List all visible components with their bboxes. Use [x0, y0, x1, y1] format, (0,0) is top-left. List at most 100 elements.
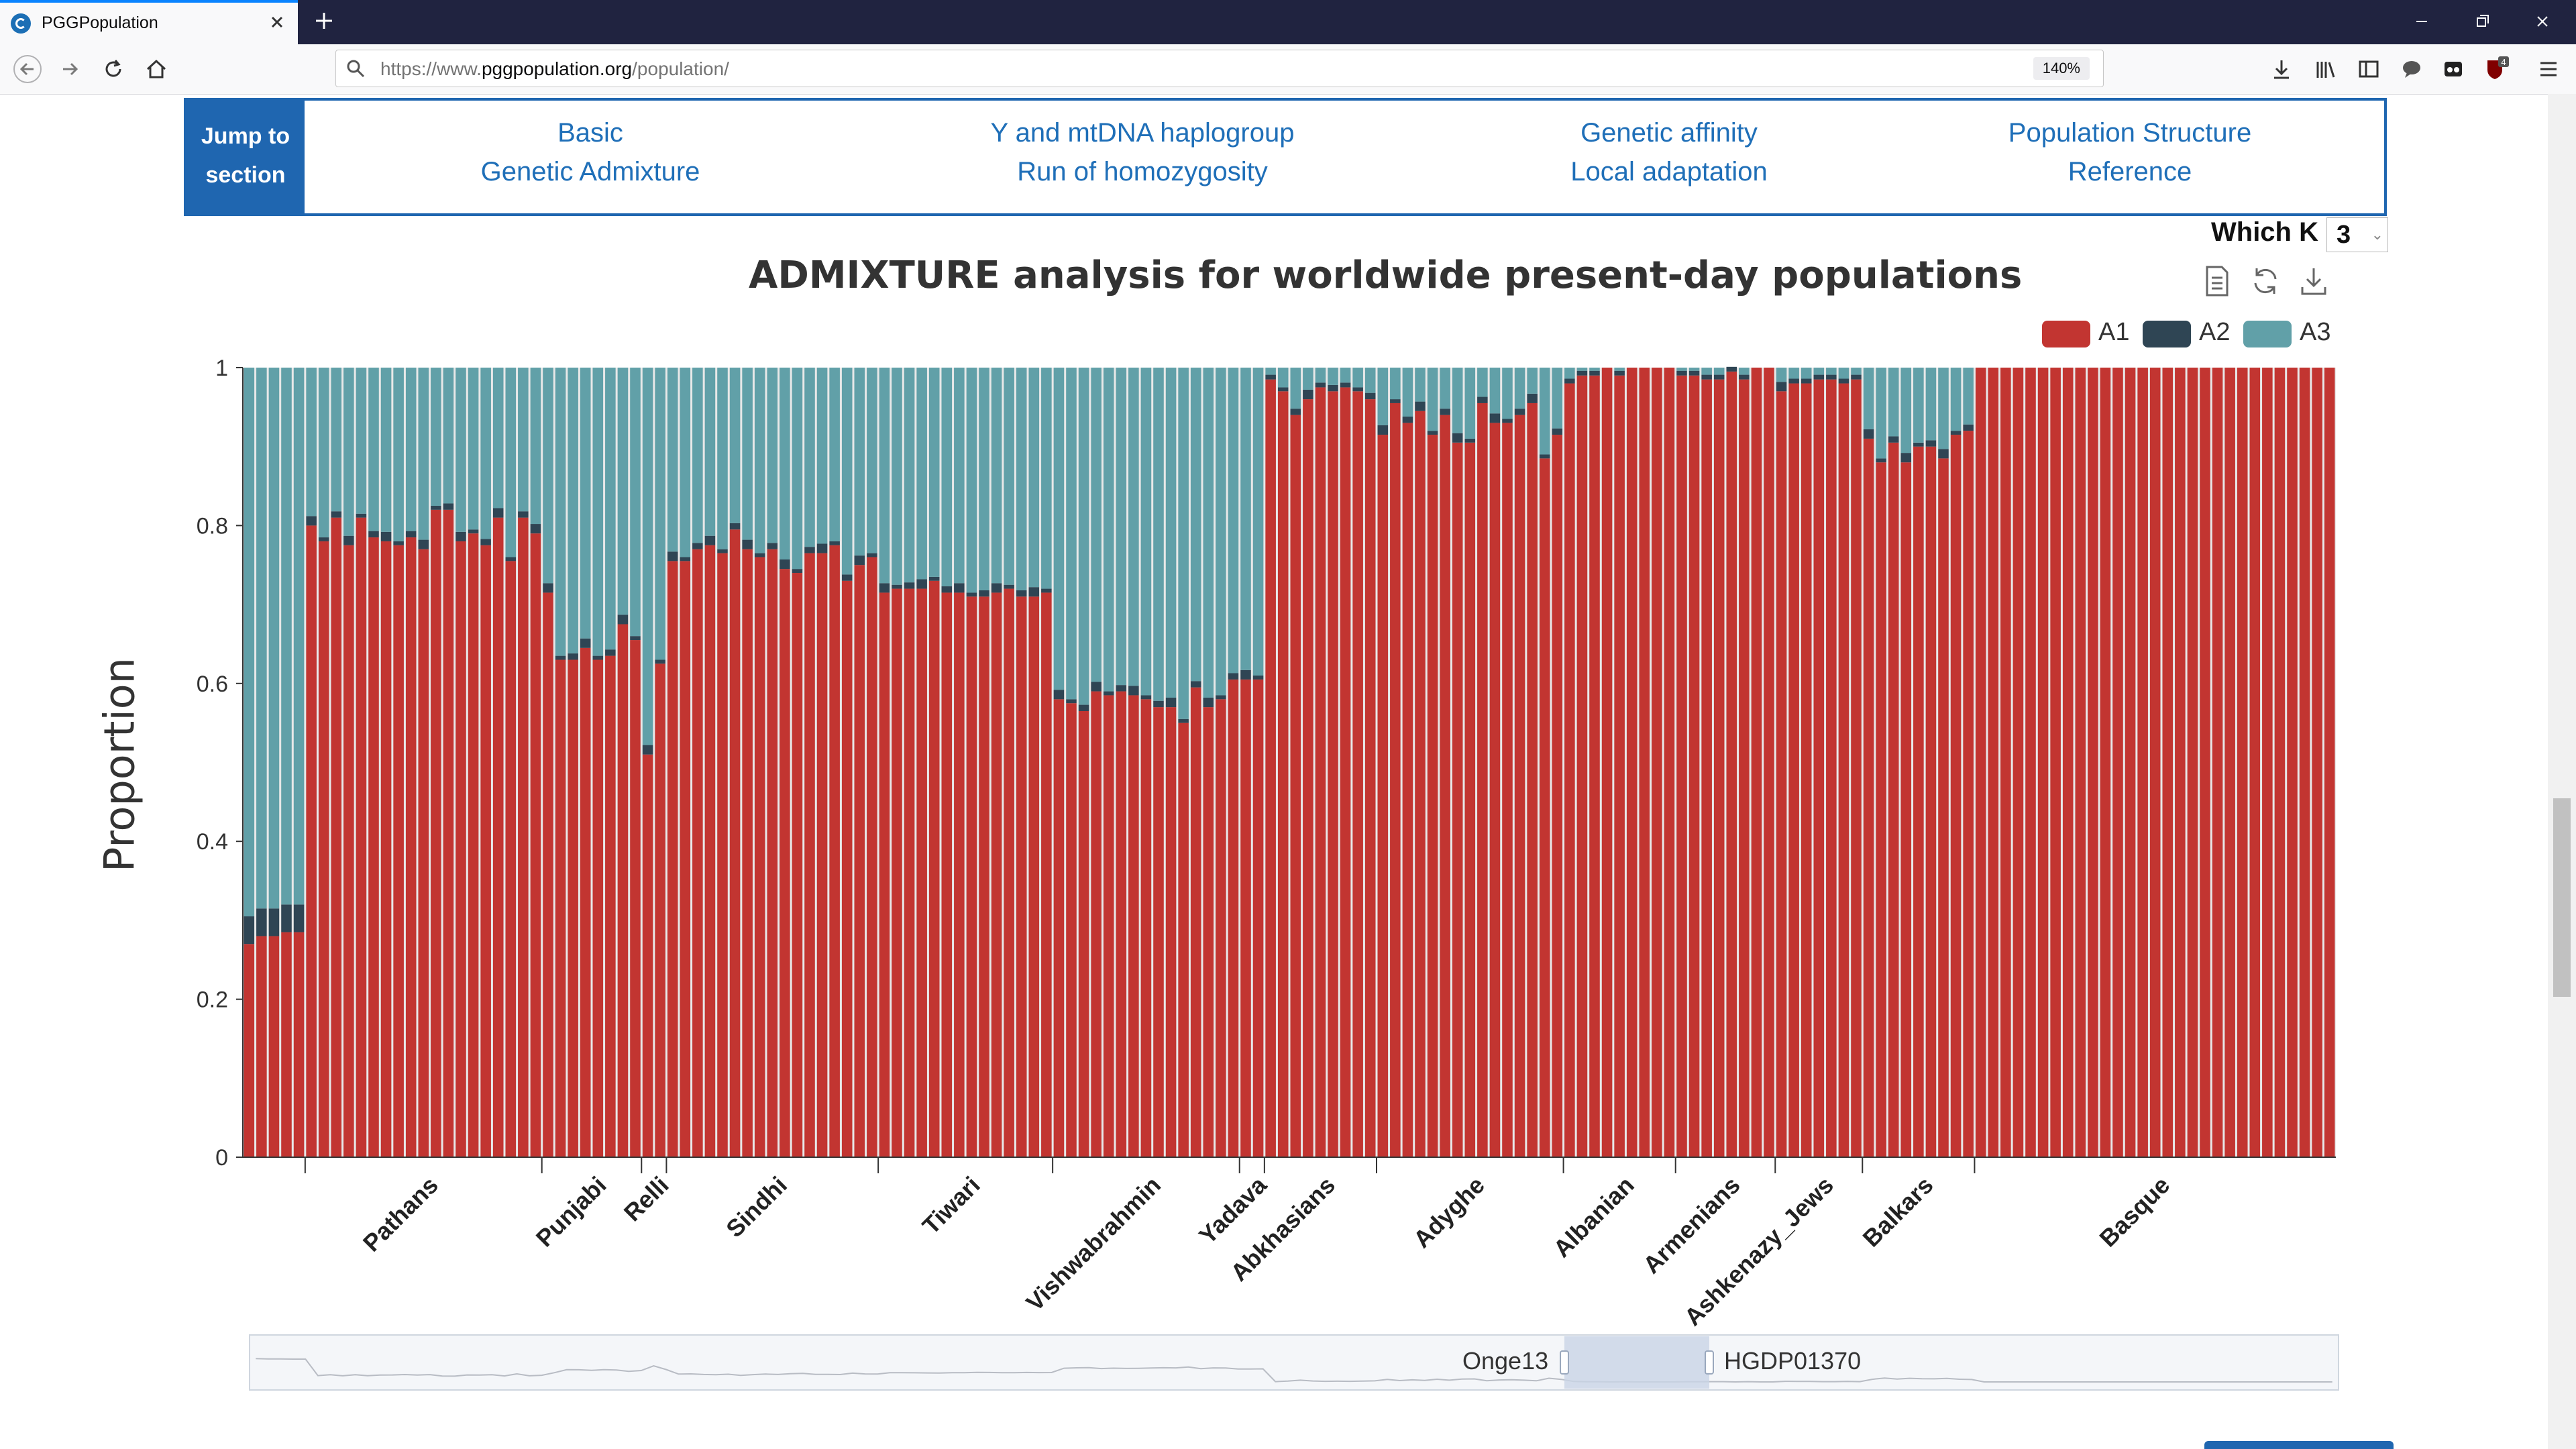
bar-segment-a1[interactable] — [2075, 368, 2086, 1157]
close-window-icon[interactable] — [2522, 5, 2563, 38]
minimize-icon[interactable] — [2402, 5, 2442, 38]
bar-segment-a1[interactable] — [1140, 699, 1152, 1157]
bar-segment-a1[interactable] — [1091, 691, 1102, 1157]
bar-segment-a3[interactable] — [393, 368, 404, 541]
bar-segment-a2[interactable] — [1066, 699, 1077, 704]
bar-segment-a3[interactable] — [1216, 368, 1226, 696]
bar-segment-a1[interactable] — [1576, 375, 1588, 1157]
bar-segment-a2[interactable] — [1252, 676, 1264, 680]
bar-segment-a3[interactable] — [1390, 368, 1401, 400]
bar-segment-a3[interactable] — [1303, 368, 1313, 390]
bar-segment-a3[interactable] — [1539, 368, 1550, 455]
bar-segment-a1[interactable] — [368, 537, 379, 1157]
bar-segment-a1[interactable] — [543, 592, 553, 1157]
bar-segment-a1[interactable] — [704, 545, 716, 1157]
bar-segment-a1[interactable] — [1527, 402, 1538, 1157]
bar-segment-a3[interactable] — [1277, 368, 1289, 388]
restore-icon[interactable] — [2249, 263, 2282, 299]
bar-segment-a1[interactable] — [468, 533, 479, 1157]
bar-segment-a2[interactable] — [1688, 370, 1700, 376]
bar-segment-a3[interactable] — [1701, 368, 1712, 375]
bar-segment-a2[interactable] — [1178, 718, 1189, 723]
bar-segment-a1[interactable] — [667, 561, 678, 1157]
bar-segment-a2[interactable] — [380, 531, 392, 541]
menu-icon[interactable] — [2534, 55, 2563, 83]
bar-segment-a1[interactable] — [331, 517, 342, 1157]
bar-segment-a1[interactable] — [979, 596, 989, 1157]
bar-segment-a3[interactable] — [468, 368, 479, 530]
bar-segment-a3[interactable] — [704, 368, 716, 536]
bar-segment-a2[interactable] — [356, 513, 367, 518]
bar-segment-a2[interactable] — [1078, 704, 1089, 711]
bar-segment-a2[interactable] — [1415, 401, 1426, 411]
bar-segment-a3[interactable] — [1477, 368, 1488, 397]
bar-segment-a3[interactable] — [1838, 368, 1849, 379]
bar-segment-a1[interactable] — [2224, 368, 2235, 1157]
bar-segment-a3[interactable] — [1739, 368, 1750, 375]
bar-segment-a3[interactable] — [1614, 368, 1625, 371]
bar-segment-a1[interactable] — [1203, 707, 1214, 1157]
bar-segment-a3[interactable] — [655, 368, 665, 660]
bar-segment-a1[interactable] — [1726, 371, 1737, 1157]
bar-segment-a2[interactable] — [630, 636, 641, 641]
bar-segment-a1[interactable] — [1988, 368, 1999, 1157]
bar-segment-a2[interactable] — [443, 503, 454, 510]
bar-segment-a1[interactable] — [1601, 368, 1613, 1157]
bar-segment-a1[interactable] — [1053, 699, 1065, 1157]
bar-segment-a2[interactable] — [268, 908, 280, 936]
bar-segment-a2[interactable] — [1402, 416, 1413, 423]
bar-segment-a2[interactable] — [792, 569, 803, 574]
bar-segment-a3[interactable] — [1813, 368, 1825, 375]
bar-segment-a2[interactable] — [1265, 374, 1276, 380]
bar-segment-a2[interactable] — [904, 582, 915, 589]
container-icon[interactable] — [2439, 55, 2467, 83]
bar-segment-a3[interactable] — [306, 368, 317, 517]
bar-segment-a1[interactable] — [1328, 391, 1338, 1157]
bar-segment-a1[interactable] — [928, 580, 940, 1157]
bar-segment-a3[interactable] — [530, 368, 541, 525]
bar-segment-a2[interactable] — [605, 649, 616, 656]
bar-segment-a3[interactable] — [1016, 368, 1027, 590]
bar-segment-a1[interactable] — [1028, 596, 1040, 1157]
bar-segment-a3[interactable] — [580, 368, 591, 639]
bar-segment-a3[interactable] — [1452, 368, 1463, 433]
bar-segment-a2[interactable] — [1776, 382, 1787, 392]
bar-segment-a2[interactable] — [543, 583, 553, 593]
bar-segment-a2[interactable] — [1228, 673, 1239, 680]
bar-segment-a3[interactable] — [1876, 368, 1886, 459]
bar-segment-a1[interactable] — [592, 659, 604, 1157]
bar-segment-a2[interactable] — [256, 908, 267, 936]
bar-segment-a1[interactable] — [1415, 411, 1426, 1157]
bar-segment-a1[interactable] — [2050, 368, 2061, 1157]
bar-segment-a1[interactable] — [256, 936, 267, 1157]
bar-segment-a2[interactable] — [767, 543, 778, 549]
bar-segment-a1[interactable] — [555, 659, 566, 1157]
bar-segment-a1[interactable] — [2149, 368, 2161, 1157]
bar-segment-a2[interactable] — [568, 653, 578, 660]
bar-segment-a1[interactable] — [1103, 695, 1114, 1157]
library-icon[interactable] — [2312, 55, 2340, 83]
bar-segment-a1[interactable] — [1938, 458, 1949, 1157]
bar-segment-a3[interactable] — [431, 368, 441, 506]
bar-segment-a3[interactable] — [1713, 368, 1725, 375]
sidebar-icon[interactable] — [2355, 55, 2383, 83]
bar-segment-a1[interactable] — [1315, 387, 1326, 1158]
bar-segment-a2[interactable] — [1589, 370, 1600, 376]
bar-segment-a3[interactable] — [568, 368, 578, 654]
bar-segment-a3[interactable] — [692, 368, 703, 543]
bar-segment-a3[interactable] — [1290, 368, 1301, 409]
bar-segment-a3[interactable] — [841, 368, 853, 575]
bar-segment-a3[interactable] — [256, 368, 267, 909]
bar-segment-a3[interactable] — [605, 368, 616, 650]
bar-segment-a1[interactable] — [742, 549, 753, 1157]
bar-segment-a1[interactable] — [1975, 368, 1986, 1157]
bar-segment-a1[interactable] — [1252, 679, 1264, 1157]
bar-segment-a3[interactable] — [1801, 368, 1812, 379]
bar-segment-a2[interactable] — [941, 586, 953, 593]
bar-segment-a3[interactable] — [1228, 368, 1239, 674]
bar-segment-a1[interactable] — [892, 588, 902, 1157]
bar-segment-a1[interactable] — [2175, 368, 2186, 1157]
bar-segment-a3[interactable] — [904, 368, 915, 583]
bar-segment-a2[interactable] — [742, 539, 753, 549]
bar-segment-a1[interactable] — [2025, 368, 2036, 1157]
